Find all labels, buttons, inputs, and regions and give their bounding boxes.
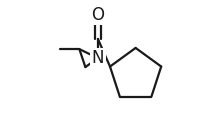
Text: O: O <box>91 6 104 24</box>
Text: N: N <box>92 49 104 67</box>
